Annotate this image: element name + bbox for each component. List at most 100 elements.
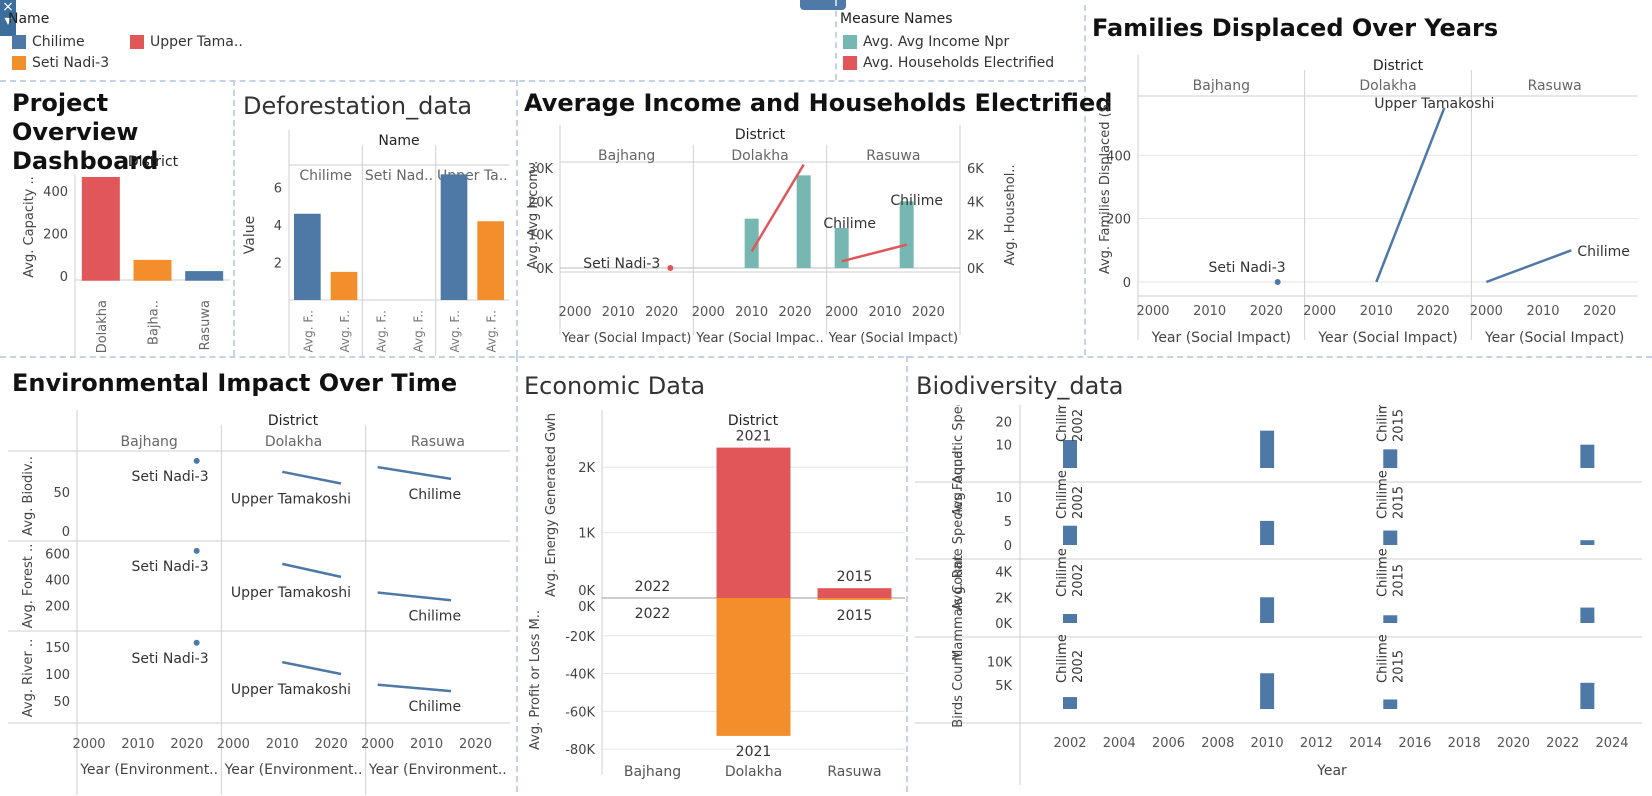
title-biodiversity: Biodiversity_data	[916, 372, 1124, 400]
bar	[1260, 597, 1275, 623]
x-tick-label: Avg. F..	[375, 310, 389, 352]
dashboard-menu-button[interactable]: × ▾	[0, 0, 16, 36]
y-tick-label: 10	[995, 491, 1012, 506]
panel-header: Seti Nad..	[365, 168, 433, 184]
y-tick-label: 1K	[578, 527, 595, 542]
y-axis-label: Avg. Profit or Loss M..	[528, 610, 543, 750]
data-label: Chilime	[1055, 634, 1070, 683]
y-tick-label: 6K	[967, 162, 984, 177]
series-line	[377, 465, 452, 481]
bar	[744, 218, 759, 268]
y-axis-label: Birds Count	[951, 652, 966, 727]
x-axis-label: Year	[1316, 763, 1347, 779]
legend-measures-title: Measure Names	[840, 11, 953, 27]
y-tick-label: 6	[274, 182, 282, 197]
y-tick-label: 50	[53, 695, 70, 710]
x-axis-label: Year (Environment..	[368, 762, 507, 778]
bar	[796, 175, 811, 268]
y-axis-label: Avg. Rare Species Found	[951, 450, 966, 610]
panel-header: Rasuwa	[1528, 78, 1582, 94]
x-tick-label: Bajhang	[624, 764, 681, 780]
y-axis-label: Avg. Families Displaced (S..	[1098, 96, 1113, 274]
x-tick-label: 2020	[778, 305, 811, 320]
data-label: Chilime	[1055, 470, 1070, 519]
x-tick-label: 2020	[1250, 304, 1283, 319]
x-tick-label: Rasuwa	[198, 300, 213, 350]
title-environmental-impact: Environmental Impact Over Time	[12, 369, 458, 397]
legend-label: Avg. Households Electrified	[863, 55, 1055, 71]
title-project-overview: Project Overview Dashboard	[12, 89, 159, 175]
data-label: 2021	[736, 744, 772, 760]
bar	[817, 598, 892, 600]
legend-label: Avg. Avg Income Npr	[863, 34, 1010, 50]
bar	[1260, 520, 1275, 545]
legend-item-avg-income[interactable]: Avg. Avg Income Npr	[843, 34, 1009, 50]
series-line	[1375, 107, 1446, 283]
bar	[716, 598, 791, 736]
panel-header: Dolakha	[731, 148, 788, 164]
x-tick-label: 2022	[1546, 736, 1579, 751]
y-tick-label: 200	[1106, 213, 1131, 228]
bar	[1580, 540, 1595, 545]
x-tick-label: 2000	[361, 737, 394, 752]
overview-chart: District Avg. Capacity .. 400 200 0 Dolakha Ba…	[22, 154, 230, 356]
x-tick-label: 2010	[266, 737, 299, 752]
data-label: 2015	[1391, 409, 1406, 442]
bar	[1580, 444, 1595, 468]
title-deforestation: Deforestation_data	[243, 92, 473, 120]
column-header: District	[128, 154, 179, 170]
x-axis-label: Year (Social Impact)	[1151, 330, 1291, 346]
x-tick-label: 2002	[1053, 736, 1086, 751]
x-tick-label: 2024	[1595, 736, 1628, 751]
legend-item-chilime[interactable]: Chilime	[12, 34, 85, 50]
legend-swatch	[12, 56, 26, 70]
series-line	[281, 562, 342, 579]
bar	[133, 259, 172, 281]
legend-item-upper-tama[interactable]: Upper Tama..	[130, 34, 243, 50]
y-axis-label: Avg. Capacity ..	[22, 176, 37, 278]
y-tick-label: 0	[62, 525, 70, 540]
legend-swatch	[12, 35, 26, 49]
y-tick-label: 0	[1004, 539, 1012, 554]
x-tick-label: 2010	[868, 305, 901, 320]
bar	[185, 271, 224, 281]
y-axis-label-left: Avg. Avg Incom..	[526, 161, 541, 270]
y-tick-label: 30K	[528, 162, 554, 177]
data-point	[193, 457, 200, 464]
panel-header: Bajhang	[1193, 78, 1250, 94]
x-tick-label: 2020	[315, 737, 348, 752]
bar	[1063, 614, 1077, 623]
data-label: Chilime	[1577, 244, 1630, 260]
deforestation-chart: Name Value 6 4 2 Chilime Avg. F.. Avg. F.. Seti …	[242, 130, 509, 356]
legend-item-households[interactable]: Avg. Households Electrified	[843, 55, 1054, 71]
y-tick-label: 0K	[995, 617, 1012, 632]
column-header: District	[268, 413, 319, 429]
x-tick-label: Rasuwa	[827, 764, 881, 780]
data-label: Chilime	[1055, 405, 1070, 442]
data-label: Upper Tamakoshi	[231, 682, 351, 698]
series-line	[282, 470, 342, 485]
y-tick-label: -20K	[565, 630, 595, 645]
y-tick-label: 2K	[578, 461, 595, 476]
x-tick-label: 2014	[1349, 736, 1382, 751]
data-label: Upper Tamakoshi	[231, 492, 351, 508]
data-label: Chilime	[1375, 405, 1390, 442]
data-label: Chilime	[823, 216, 876, 232]
drag-handle[interactable]	[800, 0, 846, 10]
column-header: District	[1373, 58, 1424, 74]
data-label: Chilime	[1375, 548, 1390, 597]
panel-header: Chilime	[299, 168, 352, 184]
x-tick-label: 2020	[645, 305, 678, 320]
legend-item-seti-nadi[interactable]: Seti Nadi-3	[12, 55, 109, 71]
data-label: Upper Tamakoshi	[1374, 96, 1494, 112]
panel-header: Bajhang	[121, 434, 178, 450]
bar	[440, 174, 468, 300]
data-label: 2015	[1391, 650, 1406, 683]
x-tick-label: Avg. F..	[301, 310, 315, 352]
panel-header: Dolakha	[1359, 78, 1416, 94]
x-tick-label: 2004	[1103, 736, 1136, 751]
y-tick-label: 5K	[995, 679, 1012, 694]
x-tick-label: 2000	[1470, 304, 1503, 319]
series-line	[377, 683, 452, 693]
